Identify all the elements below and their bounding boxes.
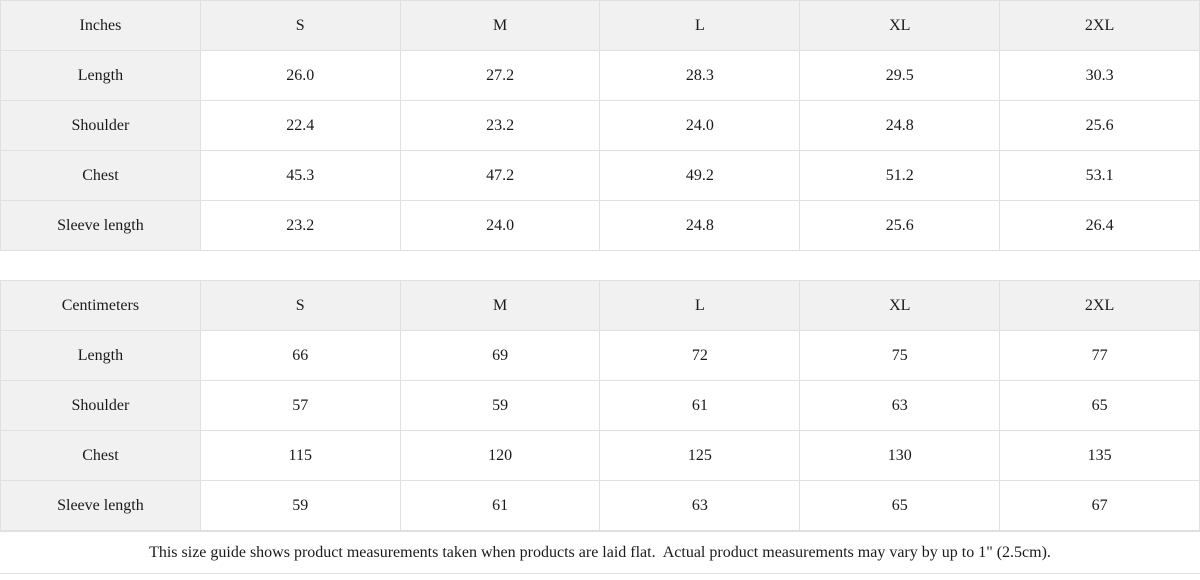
measurement-cell: 75 bbox=[799, 330, 1001, 381]
size-header-cell: M bbox=[399, 280, 601, 331]
measurement-cell: 24.8 bbox=[799, 100, 1001, 151]
measurement-row: Shoulder 57 59 61 63 65 bbox=[0, 380, 1200, 431]
measurement-cell: 22.4 bbox=[199, 100, 401, 151]
measurement-cell: 24.0 bbox=[399, 200, 601, 251]
measurement-cell: 25.6 bbox=[799, 200, 1001, 251]
measurement-cell: 61 bbox=[399, 480, 601, 531]
row-label-cell: Length bbox=[0, 330, 201, 381]
measurement-cell: 67 bbox=[999, 480, 1200, 531]
measurement-cell: 59 bbox=[399, 380, 601, 431]
measurement-cell: 53.1 bbox=[999, 150, 1200, 201]
size-header-cell: M bbox=[399, 0, 601, 51]
measurement-cell: 49.2 bbox=[599, 150, 801, 201]
measurement-row: Length 26.0 27.2 28.3 29.5 30.3 bbox=[0, 50, 1200, 101]
size-header-cell: XL bbox=[799, 280, 1001, 331]
measurement-cell: 135 bbox=[999, 430, 1200, 481]
measurement-cell: 24.8 bbox=[599, 200, 801, 251]
measurement-cell: 120 bbox=[399, 430, 601, 481]
row-label-cell: Chest bbox=[0, 150, 201, 201]
unit-label-cell: Centimeters bbox=[0, 280, 201, 331]
size-header-cell: XL bbox=[799, 0, 1001, 51]
table-spacer bbox=[0, 251, 1200, 280]
measurement-cell: 66 bbox=[199, 330, 401, 381]
measurement-cell: 77 bbox=[999, 330, 1200, 381]
size-header-row: Inches S M L XL 2XL bbox=[0, 0, 1200, 51]
size-guide-disclaimer: This size guide shows product measuremen… bbox=[0, 531, 1200, 574]
size-header-cell: S bbox=[199, 0, 401, 51]
measurement-cell: 63 bbox=[799, 380, 1001, 431]
measurement-row: Length 66 69 72 75 77 bbox=[0, 330, 1200, 381]
measurement-cell: 65 bbox=[999, 380, 1200, 431]
size-header-cell: 2XL bbox=[999, 280, 1200, 331]
measurement-cell: 69 bbox=[399, 330, 601, 381]
measurement-cell: 26.0 bbox=[199, 50, 401, 101]
measurement-cell: 51.2 bbox=[799, 150, 1001, 201]
measurement-cell: 29.5 bbox=[799, 50, 1001, 101]
row-label-cell: Length bbox=[0, 50, 201, 101]
measurement-cell: 24.0 bbox=[599, 100, 801, 151]
measurement-cell: 65 bbox=[799, 480, 1001, 531]
row-label-cell: Sleeve length bbox=[0, 200, 201, 251]
size-header-cell: S bbox=[199, 280, 401, 331]
size-header-row: Centimeters S M L XL 2XL bbox=[0, 280, 1200, 331]
size-table-inches: Inches S M L XL 2XL Length 26.0 27.2 28.3 29.5 30.3… bbox=[0, 0, 1200, 251]
unit-label-cell: Inches bbox=[0, 0, 201, 51]
measurement-cell: 115 bbox=[199, 430, 401, 481]
measurement-row: Chest 45.3 47.2 49.2 51.2 53.1 bbox=[0, 150, 1200, 201]
measurement-cell: 125 bbox=[599, 430, 801, 481]
measurement-row: Sleeve length 23.2 24.0 24.8 25.6 26.4 bbox=[0, 200, 1200, 251]
size-header-cell: L bbox=[599, 280, 801, 331]
measurement-cell: 72 bbox=[599, 330, 801, 381]
measurement-cell: 57 bbox=[199, 380, 401, 431]
measurement-cell: 28.3 bbox=[599, 50, 801, 101]
measurement-cell: 47.2 bbox=[399, 150, 601, 201]
measurement-cell: 61 bbox=[599, 380, 801, 431]
row-label-cell: Shoulder bbox=[0, 100, 201, 151]
size-header-cell: L bbox=[599, 0, 801, 51]
measurement-row: Chest 115 120 125 130 135 bbox=[0, 430, 1200, 481]
measurement-cell: 130 bbox=[799, 430, 1001, 481]
size-table-centimeters: Centimeters S M L XL 2XL Length 66 69 72 75 77 Shoul… bbox=[0, 280, 1200, 531]
row-label-cell: Shoulder bbox=[0, 380, 201, 431]
size-header-cell: 2XL bbox=[999, 0, 1200, 51]
measurement-cell: 23.2 bbox=[199, 200, 401, 251]
measurement-cell: 63 bbox=[599, 480, 801, 531]
measurement-cell: 45.3 bbox=[199, 150, 401, 201]
measurement-cell: 25.6 bbox=[999, 100, 1200, 151]
measurement-cell: 26.4 bbox=[999, 200, 1200, 251]
measurement-cell: 30.3 bbox=[999, 50, 1200, 101]
row-label-cell: Chest bbox=[0, 430, 201, 481]
measurement-cell: 23.2 bbox=[399, 100, 601, 151]
row-label-cell: Sleeve length bbox=[0, 480, 201, 531]
measurement-cell: 27.2 bbox=[399, 50, 601, 101]
measurement-cell: 59 bbox=[199, 480, 401, 531]
measurement-row: Sleeve length 59 61 63 65 67 bbox=[0, 480, 1200, 531]
measurement-row: Shoulder 22.4 23.2 24.0 24.8 25.6 bbox=[0, 100, 1200, 151]
